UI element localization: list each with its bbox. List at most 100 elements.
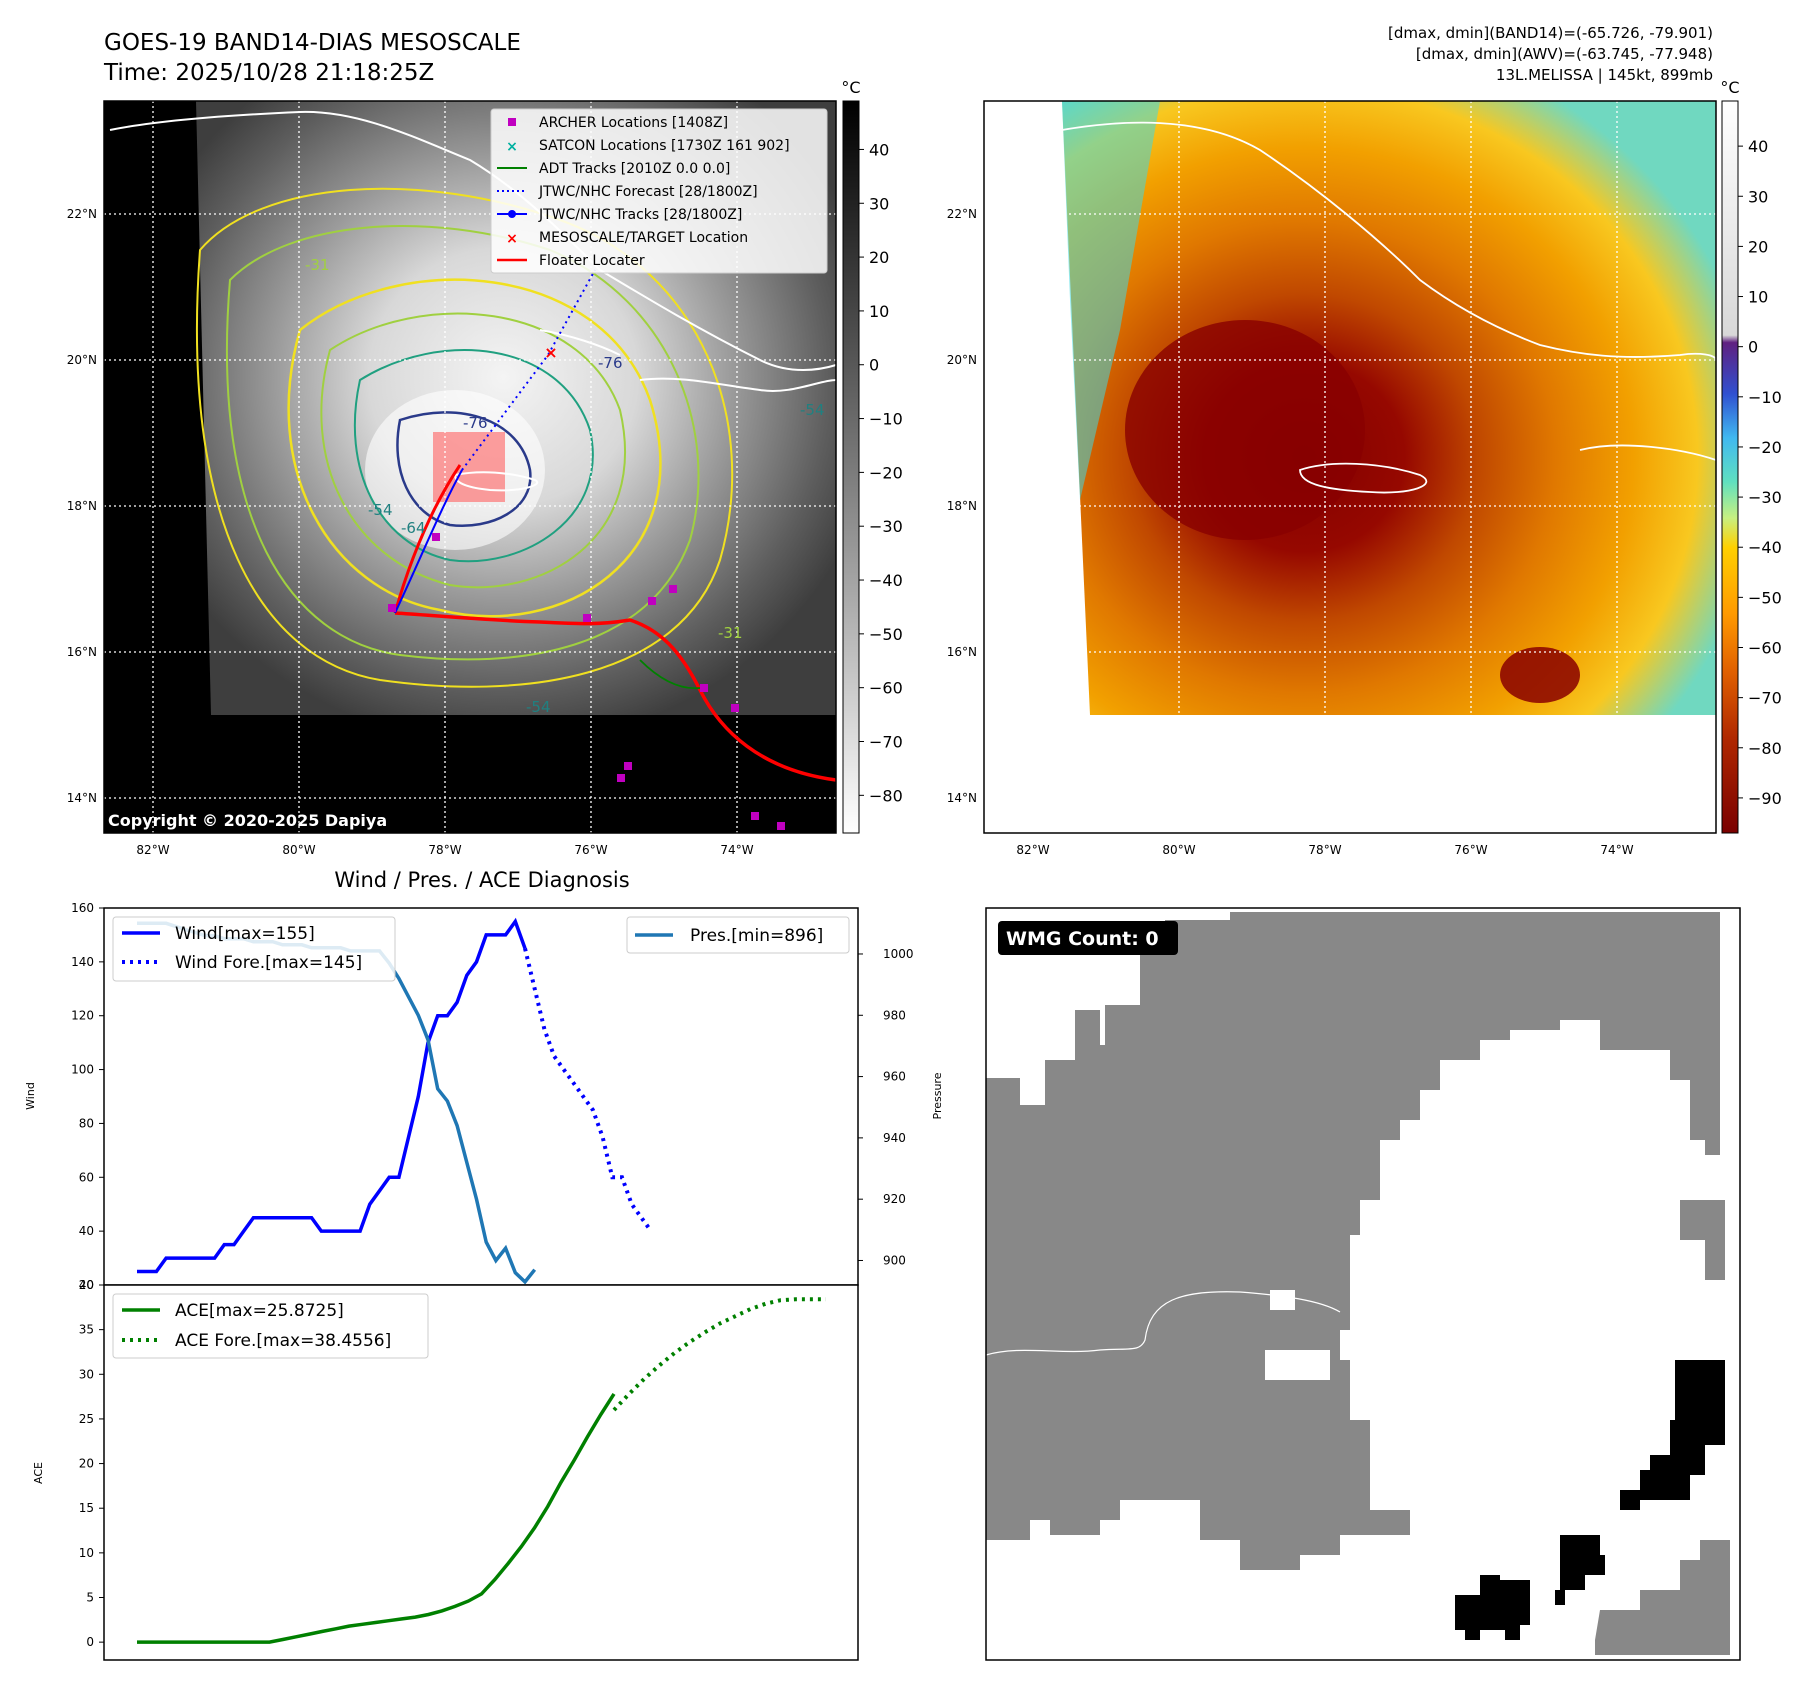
wind-tick-label: 80 <box>79 1116 94 1130</box>
pressure-tick-label: 900 <box>883 1253 906 1267</box>
awv-cell <box>1500 647 1580 703</box>
lat-tick-label: 16°N <box>947 645 977 659</box>
colorbar-tick-label: −70 <box>1748 689 1782 708</box>
colorbar-tick-label: −30 <box>869 517 903 536</box>
awv-gridlines <box>984 101 1716 833</box>
ir-map-frame <box>103 100 837 834</box>
colorbar-tick-label: 30 <box>869 194 889 213</box>
legend-archer-icon <box>508 118 516 126</box>
colorbar-tick-label: 0 <box>869 356 879 375</box>
legend-target-icon: × <box>506 231 518 247</box>
info-line-1: [dmax, dmin](BAND14)=(-65.726, -79.901) <box>1388 24 1713 42</box>
colorbar-tick-label: −80 <box>869 786 903 805</box>
legend-label: JTWC/NHC Tracks [28/1800Z] <box>538 207 742 223</box>
ace-tick-label: 40 <box>79 1278 94 1292</box>
awv-lon-ticks: 82°W 80°W 78°W 76°W 74°W <box>1016 843 1633 857</box>
wmg-black-region-3 <box>1455 1575 1530 1640</box>
contour-label: -31 <box>718 624 743 642</box>
awv-core <box>1125 320 1365 540</box>
wmg-panel: WMG Count: 0 <box>985 907 1741 1661</box>
gray-colorbar-ticks: 40 30 20 10 0 −10 −20 −30 −40 −50 −60 −70 −80 <box>859 140 903 805</box>
legend-ace-forecast-label: ACE Fore.[max=38.4556] <box>175 1331 391 1351</box>
legend-wind-forecast-label: Wind Fore.[max=145] <box>175 953 362 973</box>
legend-label: Floater Locater <box>539 253 645 269</box>
lon-tick-label: 78°W <box>1308 843 1341 857</box>
colorbar-tick-label: −20 <box>869 463 903 482</box>
gray-colorbar: °C 40 30 20 10 0 −10 −20 −30 −40 −50 −60 −70 −80 <box>841 78 903 834</box>
lat-tick-label: 20°N <box>947 353 977 367</box>
legend-wind-label: Wind[max=155] <box>175 924 315 944</box>
wind-tick-label: 160 <box>71 901 94 915</box>
legend-label: JTWC/NHC Forecast [28/1800Z] <box>538 184 758 200</box>
colorbar-tick-label: −50 <box>1748 588 1782 607</box>
lon-tick-label: 82°W <box>1016 843 1049 857</box>
wmg-frame <box>985 907 1741 1661</box>
contour-label: -64 <box>401 519 426 537</box>
colorbar-tick-label: −80 <box>1748 739 1782 758</box>
wmg-gray-region-se <box>1595 1540 1730 1655</box>
colorbar-tick-label: −30 <box>1748 488 1782 507</box>
copyright-text: Copyright © 2020-2025 Dapiya <box>108 811 387 830</box>
lat-tick-label: 18°N <box>947 499 977 513</box>
contour-label: -54 <box>800 401 825 419</box>
legend-label: SATCON Locations [1730Z 161 902] <box>539 138 790 154</box>
contour-label: -76 <box>598 354 623 372</box>
mesoscale-target-marker: × <box>544 343 557 362</box>
lat-tick-label: 22°N <box>947 207 977 221</box>
legend-label: MESOSCALE/TARGET Location <box>539 230 748 246</box>
pressure-tick-label: 920 <box>883 1192 906 1206</box>
colorbar-tick-label: 10 <box>869 302 889 321</box>
series-ace-line <box>137 1392 616 1644</box>
wmg-gray-region <box>986 912 1720 1570</box>
lon-tick-label: 80°W <box>282 843 315 857</box>
ir-contours <box>196 187 734 688</box>
colorbar-tick-label: −70 <box>869 733 903 752</box>
pressure-tick-label: 940 <box>883 1131 906 1145</box>
color-colorbar-ticks: 40 30 20 10 0 −10 −20 −30 −40 −50 −60 −70 −80 −90 <box>1738 137 1782 808</box>
pressure-tick-label: 960 <box>883 1070 906 1084</box>
lon-tick-label: 76°W <box>574 843 607 857</box>
awv-map-frame <box>983 100 1717 834</box>
wind-tick-label: 100 <box>71 1063 94 1077</box>
gray-colorbar-unit: °C <box>841 78 860 97</box>
color-colorbar-unit: °C <box>1720 78 1739 97</box>
wmg-count-badge <box>998 921 1178 955</box>
colorbar-tick-label: 40 <box>1748 137 1768 156</box>
color-colorbar: °C 40 30 20 10 0 −10 −20 −30 −40 −50 −60 −70 −80 −90 <box>1720 78 1782 834</box>
ace-tick-label: 25 <box>79 1412 94 1426</box>
diagnosis-title: Wind / Pres. / ACE Diagnosis <box>334 868 629 892</box>
lon-tick-label: 74°W <box>720 843 753 857</box>
ace-chart: 0 5 10 15 20 25 30 35 40 ACE ACE[max=25.8725] AC… <box>32 1278 859 1661</box>
colorbar-tick-label: −50 <box>869 625 903 644</box>
ace-tick-label: 15 <box>79 1501 94 1515</box>
info-line-2: [dmax, dmin](AWV)=(-63.745, -77.948) <box>1416 45 1713 63</box>
awv-dry-slot <box>1062 101 1160 500</box>
lon-tick-label: 80°W <box>1162 843 1195 857</box>
wmg-black-region-1 <box>1620 1360 1725 1510</box>
colorbar-tick-label: 10 <box>1748 288 1768 307</box>
lat-tick-label: 16°N <box>67 645 97 659</box>
lat-tick-label: 18°N <box>67 499 97 513</box>
colorbar-tick-label: −10 <box>1748 388 1782 407</box>
colorbar-tick-label: 20 <box>1748 237 1768 256</box>
ir-lon-ticks: 82°W 80°W 78°W 76°W 74°W <box>136 843 753 857</box>
ace-tick-label: 10 <box>79 1546 94 1560</box>
pressure-axis-label: Pressure <box>931 1072 944 1119</box>
colorbar-tick-label: 30 <box>1748 187 1768 206</box>
floater-track <box>394 611 837 782</box>
archer-points <box>388 533 785 830</box>
pressure-tick-label: 980 <box>883 1008 906 1022</box>
wind-tick-label: 40 <box>79 1224 94 1238</box>
contour-label: -54 <box>368 501 393 519</box>
pressure-y-ticks: 900 920 940 960 980 1000 <box>858 947 914 1267</box>
colorbar-tick-label: −90 <box>1748 789 1782 808</box>
lat-tick-label: 14°N <box>947 791 977 805</box>
title-line-1: GOES-19 BAND14-DIAS MESOSCALE <box>104 30 521 56</box>
lon-tick-label: 78°W <box>428 843 461 857</box>
title-line-2: Time: 2025/10/28 21:18:25Z <box>103 60 434 86</box>
lat-tick-label: 22°N <box>67 207 97 221</box>
colorbar-tick-label: −60 <box>869 679 903 698</box>
ir-map-panel: × -76 -76 -64 -54 -54 -31 -31 -54 ARCHER… <box>67 100 837 857</box>
